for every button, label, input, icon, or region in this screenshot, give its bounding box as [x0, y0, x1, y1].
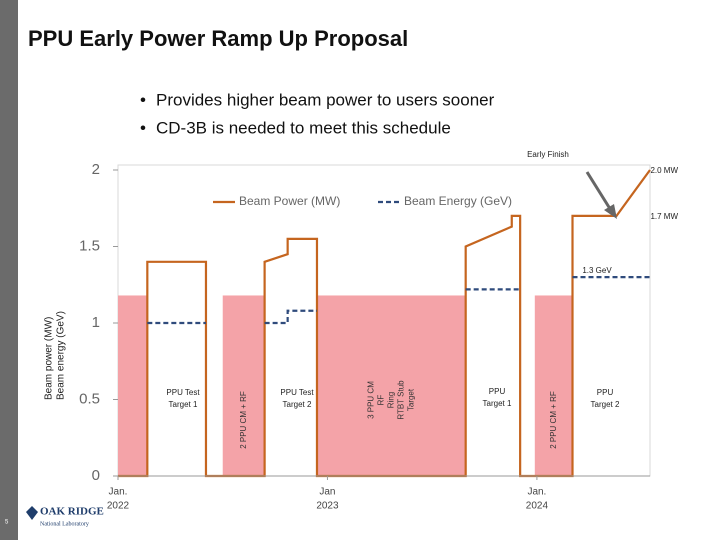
logo: National Laboratory	[40, 521, 89, 527]
arrow-line	[585, 171, 614, 213]
logo: OAK RIDGE	[40, 506, 104, 518]
bullet-dot: •	[140, 118, 146, 137]
bullet: Provides higher beam power to users soon…	[156, 90, 495, 109]
bullet-dot: •	[140, 90, 146, 109]
logo-mark	[26, 506, 38, 520]
region-label: 2 PPU CM + RF	[239, 391, 248, 449]
annotation: Early Finish	[527, 150, 569, 159]
legend-label: Beam Power (MW)	[239, 194, 340, 208]
annotation: 1.3 GeV	[582, 266, 612, 275]
region-label: RF	[376, 395, 385, 406]
y-tick-label: 0.5	[79, 390, 100, 407]
x-tick-label: Jan.	[527, 487, 546, 498]
x-tick-label: 2023	[316, 501, 339, 512]
y-axis-label: Beam power (MW)	[44, 317, 55, 400]
annotation: PPU	[597, 388, 614, 397]
shutdown-region	[222, 295, 265, 476]
annotation: 2.0 MW	[650, 166, 678, 175]
slide-title: PPU Early Power Ramp Up Proposal	[28, 26, 408, 51]
x-tick-label: Jan.	[109, 487, 128, 498]
arrow-head	[604, 204, 617, 219]
shutdown-region	[118, 295, 148, 476]
annotation: 1.7 MW	[650, 212, 678, 221]
region-label: 3 PPU CM	[366, 381, 375, 419]
shutdown-region	[534, 295, 573, 476]
side-bar	[0, 0, 18, 540]
region-label: Target	[406, 388, 415, 411]
regions	[118, 295, 573, 476]
page-number: 5	[5, 520, 9, 526]
annotation: Target 2	[283, 400, 312, 409]
y-tick-label: 0	[92, 467, 100, 484]
annotation: PPU Test	[166, 388, 200, 397]
bullet: CD-3B is needed to meet this schedule	[156, 118, 451, 137]
y-tick-label: 1	[92, 314, 100, 331]
x-tick-label: 2022	[107, 501, 130, 512]
annotation: PPU	[489, 387, 506, 396]
x-tick-label: Jan	[319, 487, 335, 498]
y-tick-label: 1.5	[79, 237, 100, 254]
x-tick-label: 2024	[526, 501, 549, 512]
annotation: PPU Test	[280, 388, 314, 397]
region-label: RTBT Stub	[396, 380, 405, 420]
y-tick-label: 2	[92, 161, 100, 178]
annotation: Target 1	[169, 400, 198, 409]
annotation: Target 1	[483, 399, 512, 408]
legend-label: Beam Energy (GeV)	[404, 194, 512, 208]
region-label: Ring	[386, 392, 395, 408]
y-axis-label: Beam energy (GeV)	[56, 311, 67, 400]
region-label: 2 PPU CM + RF	[549, 391, 558, 449]
shutdown-region	[316, 295, 466, 476]
annotation: Target 2	[591, 400, 620, 409]
